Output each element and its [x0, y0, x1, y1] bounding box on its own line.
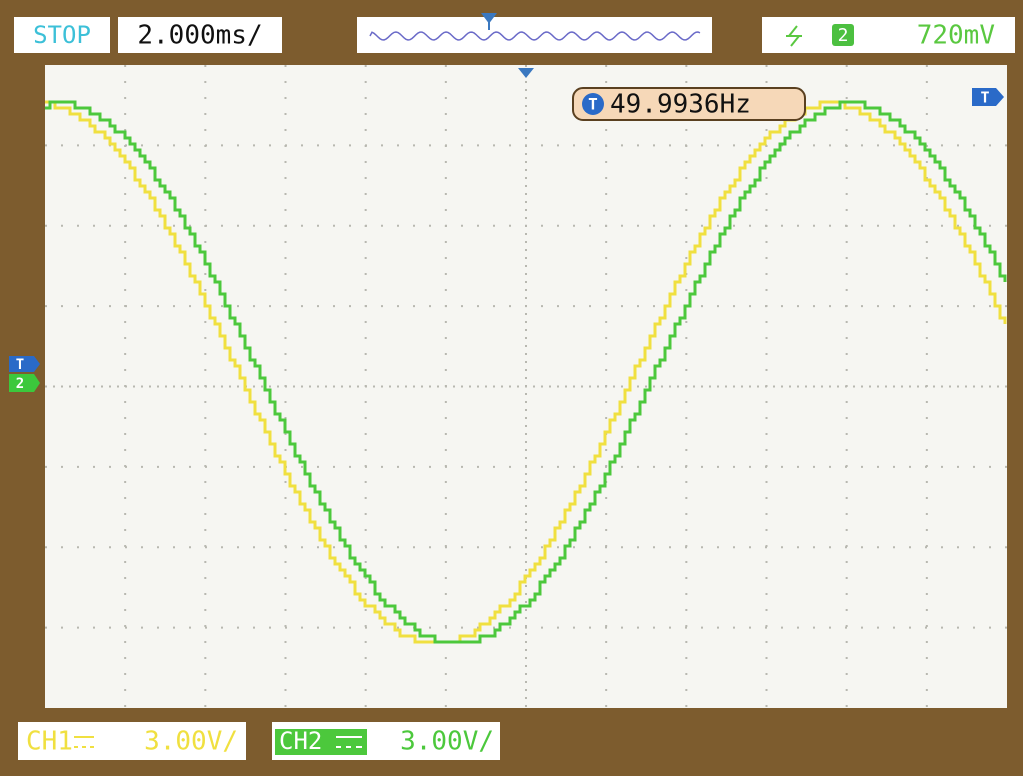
trigger-position-marker — [481, 13, 497, 30]
frequency-box — [572, 87, 806, 121]
status-box — [14, 17, 110, 53]
trigger-edge-icon — [786, 25, 802, 47]
ch2-trace — [45, 100, 1007, 644]
ch1-box — [18, 722, 246, 760]
ch1-trace — [45, 100, 1007, 644]
channel-left-marker-bg — [9, 374, 40, 392]
ch1-coupling-icon — [74, 736, 94, 748]
grid — [45, 65, 1007, 708]
frequency-icon: T — [588, 95, 598, 114]
frequency: 49.9936Hz — [610, 90, 751, 120]
frequency-icon-bg — [582, 93, 604, 115]
ch2-coupling-icon — [336, 736, 362, 748]
trigger-right-marker: T — [980, 89, 989, 107]
trigger-source-box — [832, 24, 854, 46]
trigger-source: 2 — [838, 25, 849, 46]
trigger-left-marker: T — [16, 357, 24, 373]
trigger-right-marker-bg — [972, 88, 1004, 106]
trigger-level: 720mV — [917, 21, 995, 51]
status: STOP — [33, 21, 91, 49]
trigger-left-marker-bg — [9, 356, 40, 372]
timebase-box — [118, 17, 282, 53]
channel-left-marker: 2 — [16, 376, 24, 392]
preview-wave — [369, 31, 701, 41]
memory-preview — [357, 17, 712, 53]
timebase: 2.000ms/ — [137, 21, 262, 51]
ch2-name-bg — [275, 729, 367, 755]
trigger-time-marker — [518, 68, 534, 78]
ch2-scale: 3.00V/ — [400, 727, 494, 757]
ch2-name: CH2 — [279, 727, 322, 755]
trigger-box — [762, 17, 1015, 53]
ch1-name: CH1 — [26, 727, 73, 757]
ch1-scale: 3.00V/ — [144, 727, 238, 757]
